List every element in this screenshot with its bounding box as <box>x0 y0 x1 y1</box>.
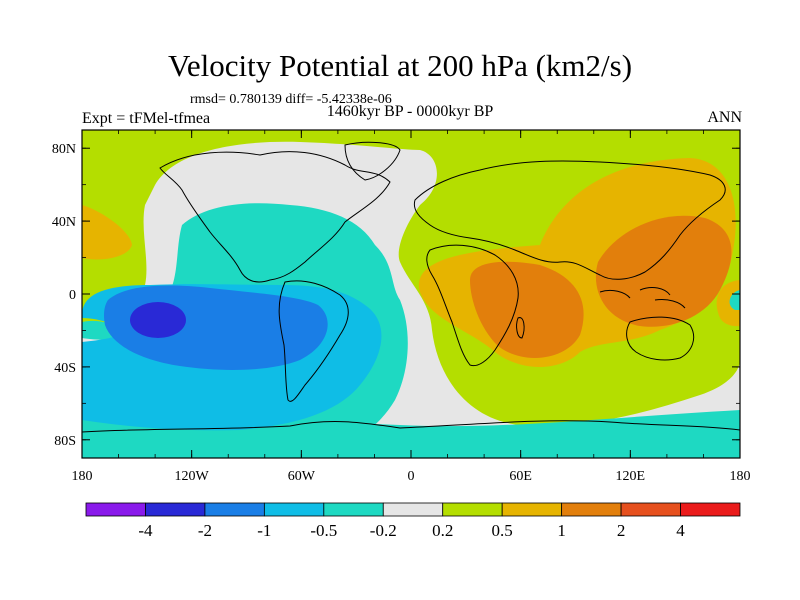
map-field <box>82 130 740 458</box>
y-tick-label: 40S <box>54 361 76 376</box>
coastlines <box>82 141 740 433</box>
colorbar-swatch <box>382 502 444 517</box>
coast-eurasia <box>413 160 726 280</box>
x-tick-label: 120W <box>175 469 210 484</box>
x-axis: 180 120W 60W 0 60E 120E 180 <box>72 130 751 484</box>
colorbar-swatch <box>442 502 503 517</box>
colorbar-swatch <box>323 502 384 517</box>
y-tick-label: 0 <box>69 288 76 303</box>
coast-madagascar <box>516 317 525 339</box>
band-neg-4-2 <box>130 302 186 338</box>
season-label: ANN <box>707 109 742 126</box>
coast-africa <box>426 244 519 367</box>
y-tick-label: 80N <box>52 142 76 157</box>
band-0.5-1-dateline <box>716 280 740 327</box>
colorbar-label: 4 <box>676 521 685 540</box>
experiment-label: Expt = tFMel-tfmea <box>82 110 211 127</box>
colorbar-label: -4 <box>138 521 153 540</box>
colorbar-swatch <box>85 502 146 517</box>
colorbar-swatch <box>620 502 681 517</box>
x-tick-label: 60E <box>509 469 532 484</box>
coast-north-america <box>159 151 391 283</box>
x-tick-label: 180 <box>730 469 751 484</box>
band-1-2-pacific <box>595 215 732 327</box>
band-neg-0.5-0.2-tail <box>82 410 740 458</box>
x-tick-label: 180 <box>72 469 93 484</box>
colorbar-label: -0.5 <box>310 521 337 540</box>
y-tick-label: 80S <box>54 434 76 449</box>
colorbar-swatch <box>263 502 325 517</box>
x-tick-label: 120E <box>616 469 646 484</box>
colorbar-label: 0.2 <box>432 521 453 540</box>
chart-title: Velocity Potential at 200 hPa (km2/s) <box>167 48 633 83</box>
colorbar-label: -2 <box>198 521 212 540</box>
colorbar-swatch <box>680 502 741 517</box>
colorbar-label: -0.2 <box>370 521 397 540</box>
band-neg-0.5-0.2-east <box>729 290 740 310</box>
colorbar-swatch <box>561 502 622 517</box>
coast-australia <box>626 316 695 361</box>
coast-maritime <box>599 287 686 309</box>
y-axis: 80N 40N 0 40S 80S <box>52 142 740 449</box>
colorbar-label: 0.5 <box>492 521 513 540</box>
y-tick-label: 40N <box>52 215 76 230</box>
colorbar-swatch <box>145 502 206 517</box>
colorbar-label: 2 <box>617 521 626 540</box>
colorbar-label: 1 <box>557 521 566 540</box>
colorbar-swatch <box>204 502 265 517</box>
stats-label: rmsd= 0.780139 diff= -5.42338e-06 <box>190 92 392 107</box>
coast-antarctica <box>82 420 740 433</box>
colorbar-label: -1 <box>257 521 271 540</box>
x-tick-label: 60W <box>288 469 316 484</box>
colorbar-swatch <box>501 502 563 517</box>
band-1-2-indian <box>470 261 584 358</box>
band-0.5-1-ne-pacific <box>82 205 132 260</box>
coast-south-america <box>278 280 349 402</box>
period-label: 1460kyr BP - 0000kyr BP <box>326 103 494 120</box>
colorbar: -4 -2 -1 -0.5 -0.2 0.2 0.5 1 2 4 <box>85 502 741 540</box>
coast-greenland <box>344 141 401 181</box>
x-tick-label: 0 <box>408 469 415 484</box>
